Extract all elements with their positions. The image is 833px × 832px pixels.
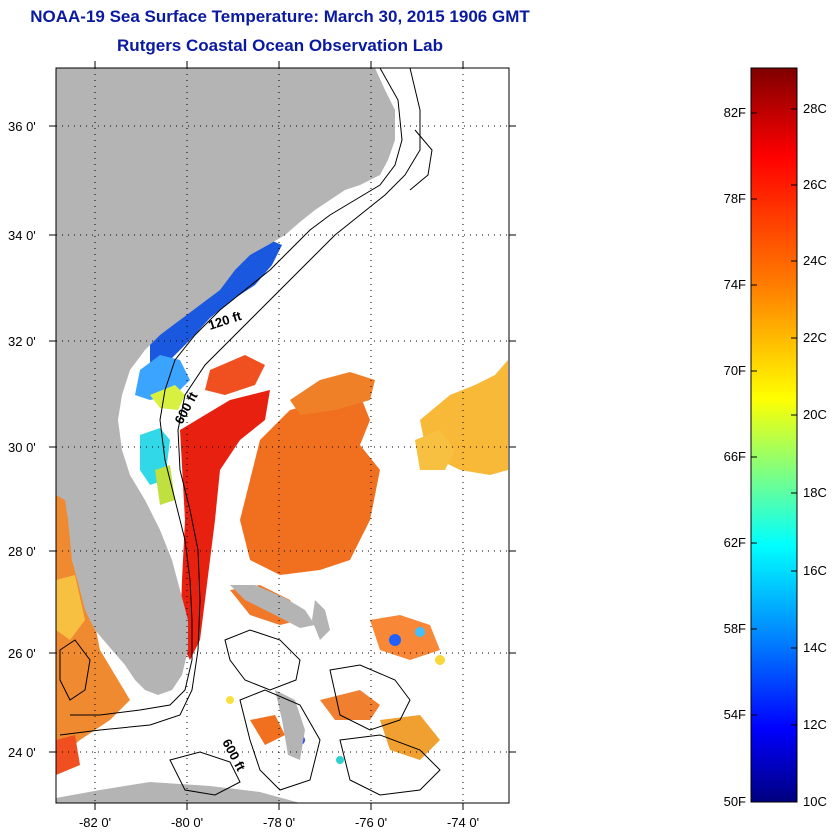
lat-label: 30 0' [8, 440, 36, 455]
colorbar-f-label: 78F [724, 191, 746, 206]
lat-label: 28 0' [8, 544, 36, 559]
colorbar-c-label: 14C [803, 640, 827, 655]
lat-label: 24 0' [8, 745, 36, 760]
colorbar-f-label: 62F [724, 535, 746, 550]
colorbar-c-label: 10C [803, 794, 827, 809]
colorbar-c-label: 12C [803, 717, 827, 732]
axis-ticks [49, 61, 516, 810]
colorbar-f-label: 54F [724, 707, 746, 722]
graticule [56, 68, 509, 803]
lon-label: -76 0' [355, 815, 387, 830]
colorbar-c-label: 26C [803, 177, 827, 192]
colorbar-f-label: 74F [724, 277, 746, 292]
land-layer [56, 68, 395, 803]
colorbar-f-label: 66F [724, 449, 746, 464]
lat-label: 34 0' [8, 228, 36, 243]
colorbar-f-label: 58F [724, 621, 746, 636]
lon-label: -74 0' [447, 815, 479, 830]
lat-label: 36 0' [8, 119, 36, 134]
colorbar-f-label: 70F [724, 363, 746, 378]
map-subtitle: Rutgers Coastal Ocean Observation Lab [117, 36, 443, 55]
lon-label: -82 0' [79, 815, 111, 830]
lat-label: 26 0' [8, 646, 36, 661]
colorbar-c-label: 28C [803, 101, 827, 116]
colorbar-c-label: 16C [803, 563, 827, 578]
map-title: NOAA-19 Sea Surface Temperature: March 3… [30, 7, 530, 26]
lon-label: -78 0' [263, 815, 295, 830]
map-frame [55, 67, 510, 804]
colorbar-f-label: 82F [724, 105, 746, 120]
colorbar-f-label: 50F [724, 794, 746, 809]
colorbar-c-label: 18C [803, 485, 827, 500]
colorbar-c-label: 22C [803, 330, 827, 345]
colorbar-c-label: 24C [803, 253, 827, 268]
colorbar-gradient [750, 67, 798, 803]
colorbar-c-label: 20C [803, 407, 827, 422]
lon-label: -80 0' [171, 815, 203, 830]
lat-label: 32 0' [8, 334, 36, 349]
